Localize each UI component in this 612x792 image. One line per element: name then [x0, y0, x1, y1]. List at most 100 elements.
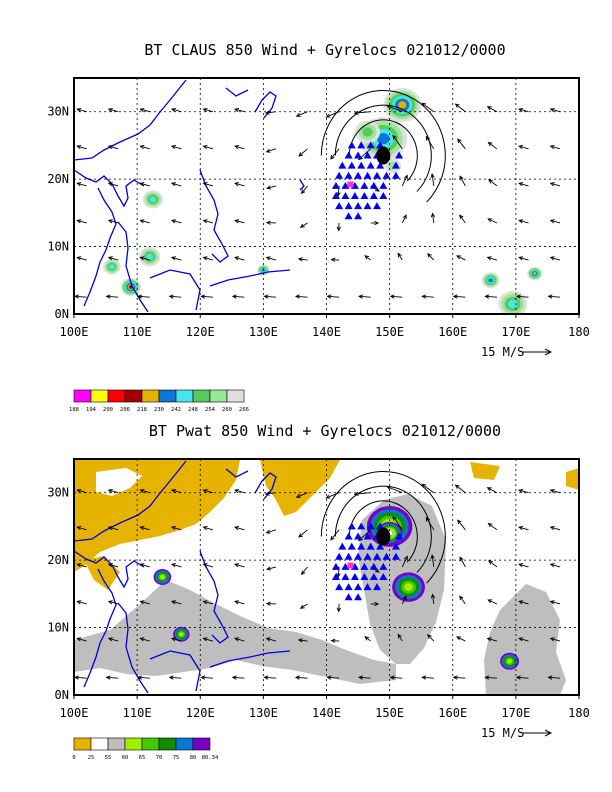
wind-vector: [234, 145, 245, 150]
wind-vector: [266, 566, 277, 571]
wind-vector: [76, 600, 87, 605]
wind-vector: [265, 601, 277, 606]
wind-vector: [234, 563, 245, 568]
wind-vector: [549, 600, 561, 605]
wind-vector: [266, 185, 277, 190]
wind-vector: [486, 256, 498, 261]
gyreloc-triangle: [338, 161, 347, 169]
gyreloc-triangle: [335, 552, 344, 560]
wind-vector: [105, 294, 119, 299]
x-tick-label: 180: [568, 325, 590, 339]
wind-vector: [76, 637, 87, 642]
field-contour: [508, 299, 518, 309]
gyreloc-triangle: [354, 151, 363, 159]
colorbar-label: 25: [88, 755, 95, 761]
colorbar-label: 230: [154, 407, 164, 413]
wind-vector: [547, 294, 561, 299]
wind-vector: [452, 294, 466, 299]
colorbar-label: 75: [173, 755, 180, 761]
wind-vector: [234, 182, 245, 187]
colorbar-swatch: [192, 389, 211, 403]
gyreloc-triangle: [347, 522, 356, 530]
wind-vector: [401, 174, 408, 187]
wind-vector: [295, 111, 308, 117]
wind-vector: [389, 294, 403, 299]
wind-vector: [459, 214, 466, 224]
wind-vector: [137, 294, 150, 299]
gyreloc-triangle: [363, 171, 372, 179]
field-contour: [179, 632, 184, 637]
wind-vector: [549, 145, 561, 150]
wind-vector: [265, 529, 277, 534]
field-contour: [149, 196, 157, 203]
x-tick-label: 170E: [501, 706, 530, 720]
gyreloc-triangle: [379, 181, 388, 189]
wind-vector: [202, 107, 213, 113]
wind-vector: [234, 600, 245, 605]
field-contour: [533, 272, 537, 276]
gyreloc-triangle: [379, 562, 388, 570]
gyreloc-triangle: [360, 192, 369, 199]
wind-vector: [456, 636, 466, 642]
x-tick-label: 100E: [60, 706, 89, 720]
gyreloc-triangle: [344, 202, 353, 210]
wind-vector: [518, 256, 529, 261]
gyreloc-triangle: [363, 532, 372, 540]
gyreloc-triangle: [360, 181, 369, 189]
x-tick-label: 130E: [249, 325, 278, 339]
wind-vector: [330, 638, 340, 643]
wind-vector: [170, 182, 182, 187]
wind-vector: [107, 107, 119, 113]
field-contour: [109, 264, 115, 270]
field-contour: [377, 133, 390, 145]
wind-vector: [200, 294, 213, 299]
wind-vector: [336, 222, 341, 232]
gyreloc-triangle: [360, 562, 369, 570]
colorbar-swatch: [141, 737, 160, 751]
colorbar-swatch: [73, 737, 92, 751]
wind-vector: [518, 600, 529, 605]
wind-vector: [298, 529, 308, 538]
gyreloc-triangle: [331, 562, 340, 570]
wind-vector: [454, 103, 466, 113]
wind-vector: [105, 675, 119, 680]
circulation-streamline: [334, 104, 432, 192]
wind-vector: [421, 294, 434, 299]
x-tick-label: 140E: [312, 706, 341, 720]
wind-vector: [139, 256, 150, 261]
wind-vector: [488, 179, 498, 187]
gyreloc-triangle: [363, 202, 372, 210]
x-tick-label: 110E: [123, 706, 152, 720]
gyre-center-marker: [376, 527, 391, 546]
field-contour: [488, 278, 493, 283]
wind-vector: [488, 560, 498, 568]
wind-vector: [107, 600, 119, 605]
gyreloc-triangle: [379, 573, 388, 580]
wind-vector: [300, 566, 308, 576]
wind-vector: [202, 563, 213, 568]
gyreloc-triangle: [366, 161, 375, 169]
gyreloc-triangle: [344, 532, 353, 540]
gyreloc-triangle: [344, 212, 353, 220]
colorbar-label: 0: [72, 755, 75, 761]
wind-vector: [170, 563, 182, 568]
wind-vector: [139, 637, 150, 642]
circulation-streamline: [348, 119, 418, 182]
gyreloc-triangle: [331, 181, 340, 189]
gyreloc-triangle: [373, 552, 381, 560]
wind-vector: [76, 219, 87, 224]
wind-vector: [487, 522, 498, 531]
colorbar-label: 206: [120, 407, 130, 413]
circulation-streamline: [320, 471, 446, 584]
wind-vector: [549, 107, 561, 113]
wind-vector: [202, 488, 213, 494]
y-tick-label: 10N: [47, 240, 69, 254]
wind-vector: [76, 526, 87, 531]
wind-vector: [518, 107, 529, 113]
gyreloc-triangle: [369, 573, 378, 580]
gyreloc-triangle: [344, 583, 353, 591]
gyre-center-marker: [376, 146, 391, 165]
pwat-panel: BT Pwat 850 Wind + Gyrelocs 021012/0000: [47, 422, 590, 761]
wind-vector: [234, 637, 245, 642]
wind-vector: [76, 488, 87, 494]
